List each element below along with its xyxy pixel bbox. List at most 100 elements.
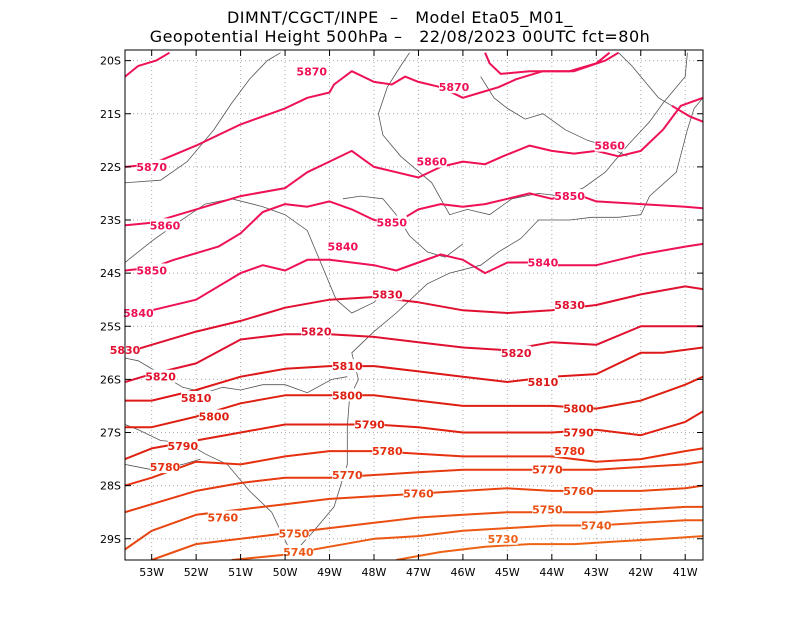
contour-label: 5830 xyxy=(554,299,585,312)
contour-label-bg xyxy=(563,401,594,415)
contour-label: 5840 xyxy=(123,307,154,320)
contour-labels: 5870 5870 5870 5860 5860 5860 5850 5850 5850 5840… xyxy=(110,64,625,559)
contour-5870 xyxy=(125,51,171,78)
contour-label: 5840 xyxy=(528,257,559,270)
contour-label-bg xyxy=(332,388,363,402)
contour-label: 5800 xyxy=(332,389,363,402)
plot-frame xyxy=(124,49,704,561)
contour-label: 5840 xyxy=(328,241,359,254)
contour-label-bg xyxy=(532,462,563,476)
axes: 53W 52W 51W 50W 49W 48W 47W 46W 45W 44W 43W 42W 41W 2… xyxy=(100,50,703,579)
map-boundary-line xyxy=(377,52,688,216)
contour-label: 5790 xyxy=(563,427,594,440)
x-tick-label: 52W xyxy=(184,566,209,579)
contour-label: 5760 xyxy=(563,485,594,498)
contour-label-bg xyxy=(563,425,594,439)
contour-label: 5780 xyxy=(372,445,403,458)
x-tick-label: 44W xyxy=(539,566,564,579)
contour-label: 5770 xyxy=(532,464,563,477)
map-boundary-line xyxy=(125,424,290,550)
y-tick-label: 21S xyxy=(100,108,121,121)
chart-title-line1: DIMNT/CGCT/INPE – Model Eta05_M01_ xyxy=(226,8,574,27)
contour-label-bg xyxy=(136,263,167,277)
contour-label: 5790 xyxy=(354,419,385,432)
contour-5830 xyxy=(125,285,703,354)
contour-label: 5810 xyxy=(332,360,363,373)
contour-5780 xyxy=(125,447,703,487)
contour-label-bg xyxy=(354,417,385,431)
contour-label: 5810 xyxy=(528,376,559,389)
x-tick-label: 49W xyxy=(317,566,342,579)
contour-label: 5850 xyxy=(554,190,585,203)
contour-label-bg xyxy=(554,189,585,203)
contour-5870 xyxy=(125,51,620,168)
contour-label-bg xyxy=(123,305,154,319)
contour-5860 xyxy=(125,96,703,227)
contour-label-bg xyxy=(501,345,532,359)
contour-label-bg xyxy=(376,215,407,229)
contour-label-bg xyxy=(301,324,332,338)
contour-label-bg xyxy=(554,444,585,458)
y-tick-label: 28S xyxy=(100,480,121,493)
x-tick-label: 53W xyxy=(139,566,164,579)
contour-label-bg xyxy=(181,390,212,404)
y-tick-label: 20S xyxy=(100,55,121,68)
contour-label-bg xyxy=(554,298,585,311)
grid xyxy=(125,50,703,560)
coastline-borders xyxy=(125,52,703,558)
contour-label: 5780 xyxy=(150,461,181,474)
contour-label-bg xyxy=(145,369,176,383)
contour-label: 5770 xyxy=(332,469,363,482)
contour-5740 xyxy=(231,519,703,560)
contour-5820 xyxy=(125,325,703,383)
contour-label-bg xyxy=(594,138,625,152)
x-tick-label: 45W xyxy=(495,566,520,579)
contour-5790 xyxy=(125,410,703,461)
contour-label: 5740 xyxy=(581,519,612,532)
y-tick-label: 27S xyxy=(100,427,121,440)
contour-label-bg xyxy=(296,64,327,78)
contour-label-bg xyxy=(403,486,434,500)
contour-label-bg xyxy=(332,359,363,373)
contour-label-bg xyxy=(527,375,558,389)
x-tick-label: 41W xyxy=(673,566,698,579)
x-tick-label: 48W xyxy=(362,566,387,579)
map-boundary-line xyxy=(618,52,673,107)
contour-label-bg xyxy=(372,444,403,458)
contour-label-bg xyxy=(416,154,447,168)
contour-5770 xyxy=(125,460,703,514)
y-tick-label: 25S xyxy=(100,320,121,333)
y-tick-label: 24S xyxy=(100,267,121,280)
contour-5730 xyxy=(396,535,703,560)
map-boundary-line xyxy=(351,97,703,380)
x-tick-label: 50W xyxy=(273,566,298,579)
contour-5870 xyxy=(484,51,611,75)
x-tick-label: 51W xyxy=(228,566,253,579)
contour-label: 5780 xyxy=(554,445,585,458)
y-tick-label: 26S xyxy=(100,373,121,386)
map-boundary-line xyxy=(125,52,281,184)
contour-label: 5810 xyxy=(181,392,212,405)
y-tick-label: 23S xyxy=(100,214,121,227)
chart-title-line2: Geopotential Height 500hPa – 22/08/2023 … xyxy=(149,27,651,46)
contour-label: 5800 xyxy=(199,411,230,424)
contour-label: 5760 xyxy=(403,488,434,501)
x-tick-label: 47W xyxy=(406,566,431,579)
contour-label-bg xyxy=(439,80,470,94)
contour-label-bg xyxy=(332,468,363,481)
contour-label: 5740 xyxy=(283,546,314,559)
y-tick-label: 29S xyxy=(100,533,121,546)
contour-label: 5750 xyxy=(279,527,310,540)
contour-label-bg xyxy=(372,287,403,301)
contour-label-bg xyxy=(581,518,612,532)
contour-label-bg xyxy=(150,218,181,232)
contour-5840 xyxy=(125,242,703,314)
contour-label: 5850 xyxy=(376,217,407,230)
contour-label-bg xyxy=(150,460,181,474)
contour-label-bg xyxy=(283,545,314,559)
contour-label-bg xyxy=(532,502,563,516)
contour-label: 5760 xyxy=(208,512,239,525)
contour-label: 5870 xyxy=(439,81,470,94)
contour-label-bg xyxy=(136,159,167,173)
